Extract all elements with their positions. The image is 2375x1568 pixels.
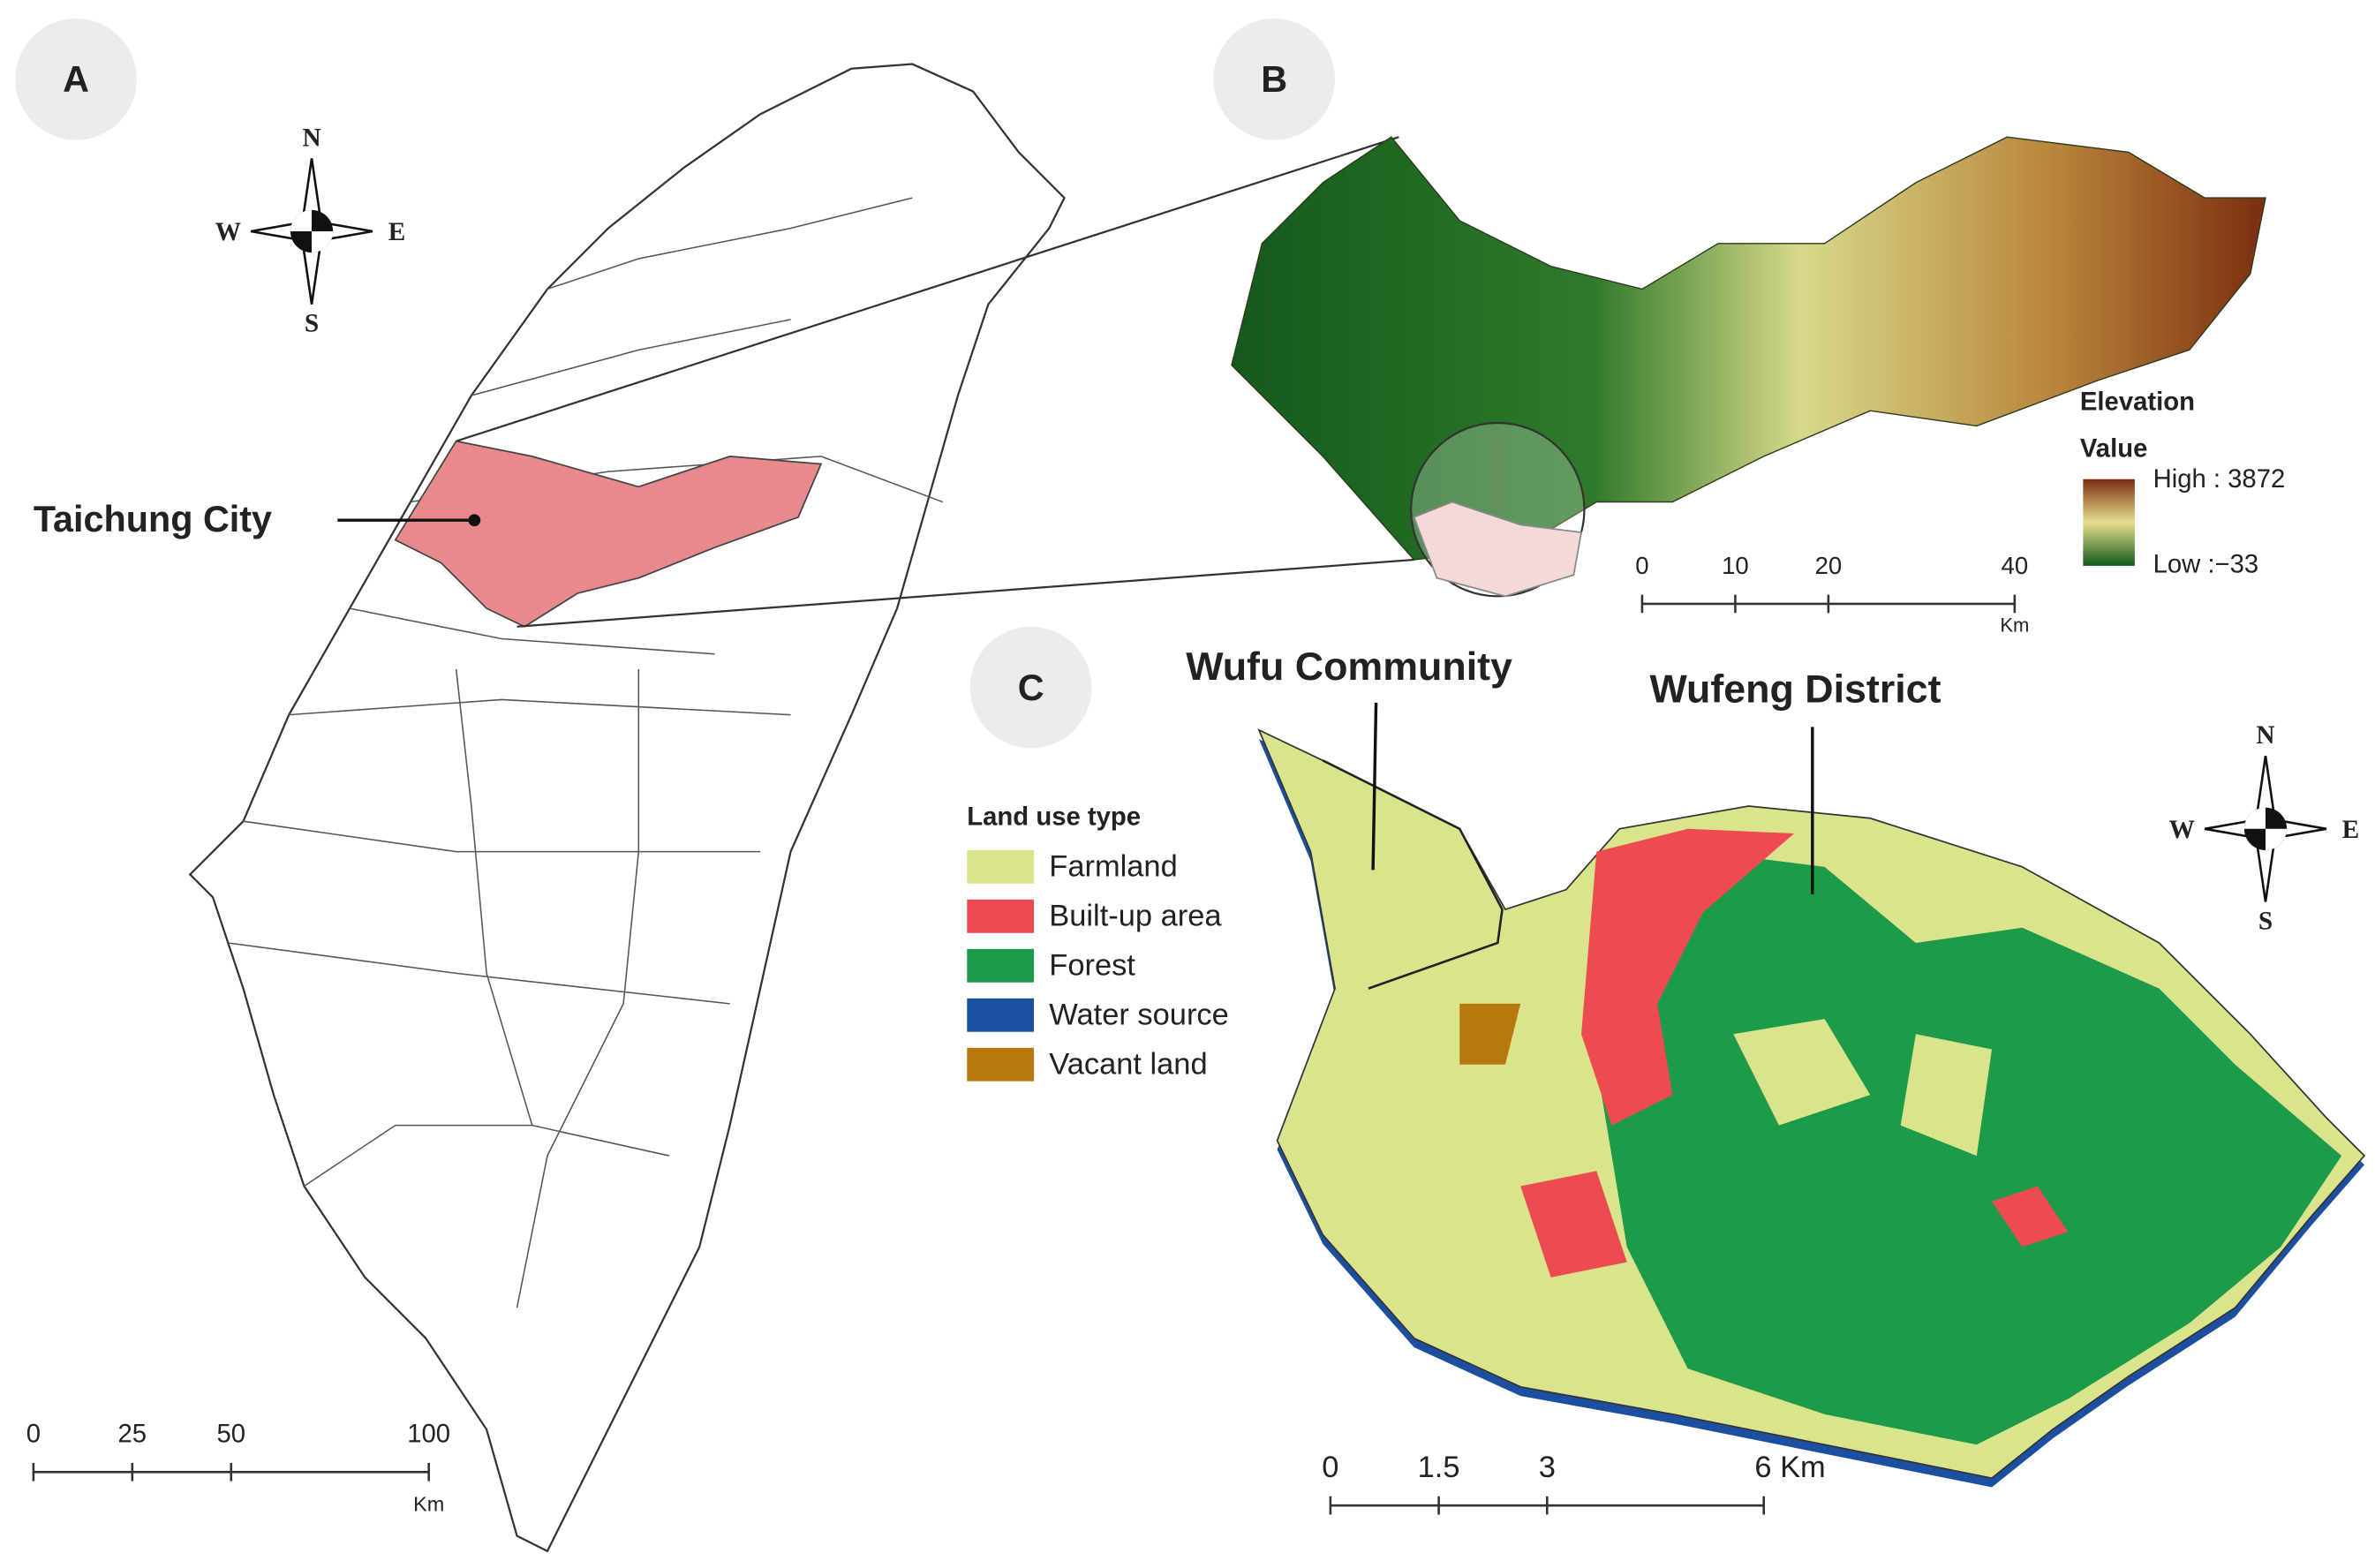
land-use-map [1257,728,2366,1488]
panel-badge [15,18,137,140]
zoom-line [516,558,1414,628]
scale-label: 0 [1322,1451,1338,1484]
scale-label: 6 Km [1754,1451,1825,1484]
legend-title: Elevation [2080,388,2195,416]
scale-label: 0 [26,1421,41,1449]
legend-label: Vacant land [1049,1048,1207,1082]
legend: Farmland Built-up area Forest Water source V… [967,849,1229,1082]
compass-center [290,209,334,253]
compass: N S W E [2169,721,2360,935]
land-patch [1992,1186,2069,1248]
land-patch [1581,828,1795,1126]
callout-dot [468,514,481,527]
scale-bar: 0 1.5 3 6 Km [1322,1451,1826,1515]
compass: N S W E [215,124,406,337]
legend-label: Water source [1049,999,1229,1032]
legend-swatch [967,899,1035,933]
scale-bar: 0 10 20 40 Km [1635,552,2029,637]
compass-center [2243,807,2288,850]
compass-letter: W [215,218,241,246]
callout-label: Wufu Community [1186,645,1512,689]
panel-label: C [1018,667,1044,708]
land-patch [1459,1003,1521,1065]
taichung-region [394,440,823,628]
compass-letter: N [2256,721,2274,750]
legend-swatch [967,849,1035,884]
land-patch [1900,1034,1993,1157]
legend-swatch [967,1047,1035,1082]
scale-bar: 0 25 50 100 Km [26,1421,450,1516]
scale-label: 100 [407,1421,450,1449]
elevation-map [1231,136,2266,561]
scale-label: 3 [1539,1451,1556,1484]
scale-label: 1.5 [1418,1451,1460,1484]
compass-letter: W [2169,816,2195,844]
inset-area [1413,501,1583,598]
compass-letter: S [2258,907,2273,935]
compass-letter: S [305,309,319,337]
panel-badge [969,626,1092,749]
panel-badge [1213,18,1336,140]
community-border [1322,759,1504,990]
land-patch [1520,1171,1627,1278]
callout-label: Taichung City [34,499,272,539]
scale-unit: Km [2000,614,2029,637]
compass-letter: E [2342,816,2360,844]
legend-title: Land use type [967,803,1141,831]
scale-label: 10 [1722,552,1749,579]
legend-label: Farmland [1049,850,1177,884]
callout-label: Wufeng District [1650,667,1941,712]
callout-line [1371,702,1378,871]
land-patch [1733,1019,1871,1126]
elevation-ramp [2083,479,2135,566]
legend-label: Built-up area [1049,900,1222,933]
panel-label: A [63,59,89,100]
scale-label: 0 [1635,552,1648,579]
legend-subtitle: Value [2080,435,2147,464]
compass-letter: E [388,218,406,246]
zoom-line [456,136,1399,442]
panel-label: B [1261,59,1287,100]
scale-label: 40 [2002,552,2029,579]
scale-unit: Km [413,1492,444,1515]
compass-letter: N [302,124,320,152]
scale-label: 20 [1815,552,1843,579]
legend-swatch [967,998,1035,1032]
legend-label: Forest [1049,949,1135,983]
legend-high: High : 3872 [2153,465,2286,494]
scale-label: 25 [118,1421,147,1449]
scale-label: 50 [216,1421,245,1449]
legend-low: Low :−33 [2153,551,2259,579]
legend-swatch [967,948,1035,983]
